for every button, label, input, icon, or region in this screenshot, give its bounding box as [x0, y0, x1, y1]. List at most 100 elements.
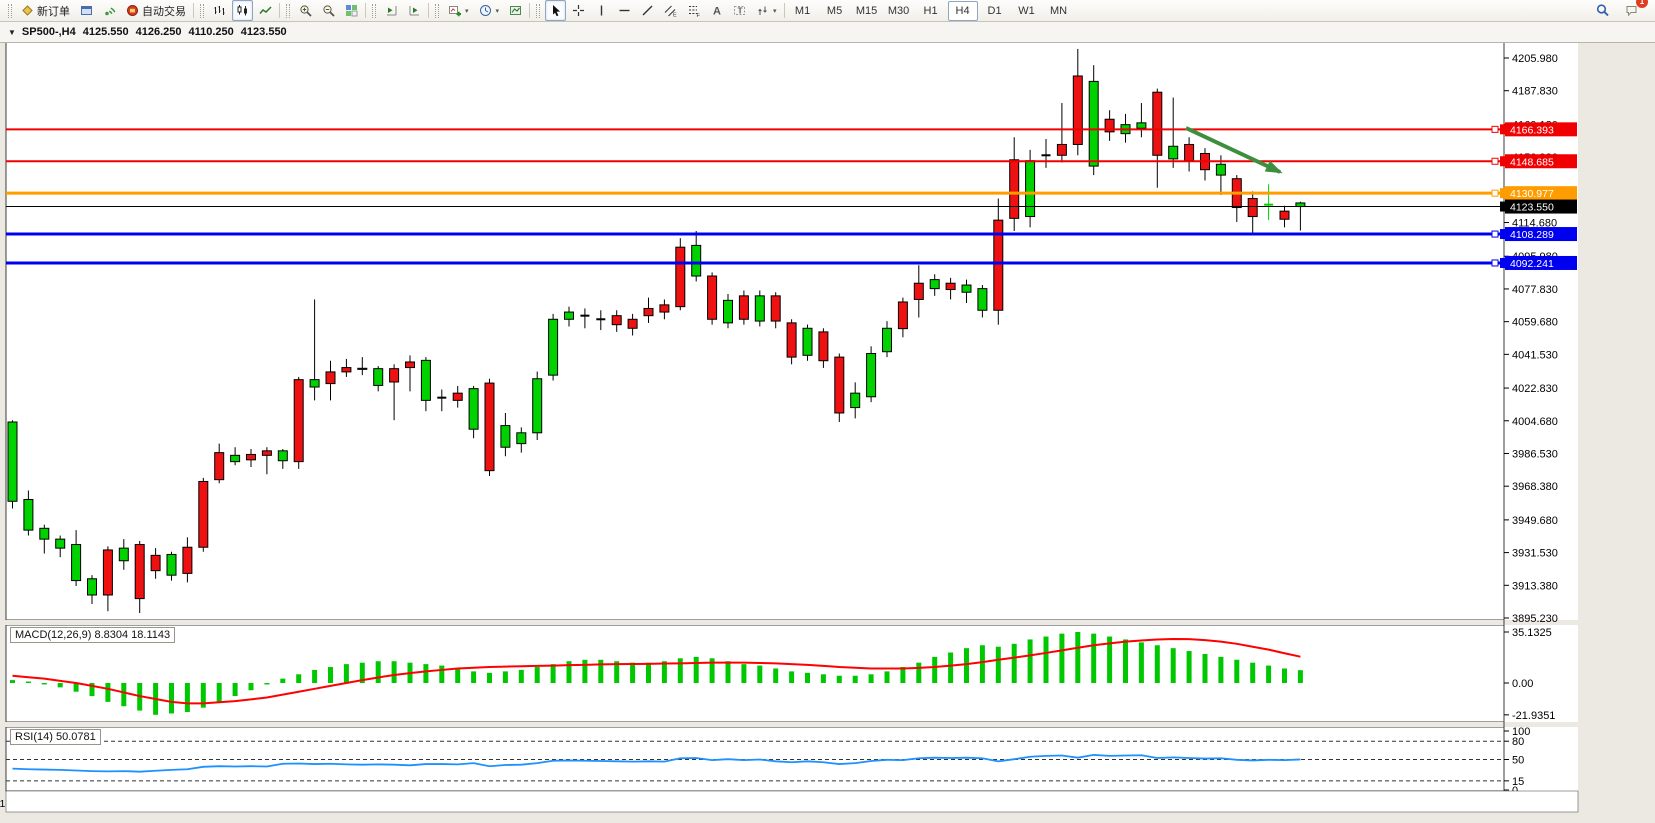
horizontal-lines-layer: [6, 125, 1504, 267]
timeframe-mn-button[interactable]: MN: [1049, 4, 1068, 17]
ohlc-close: 4123.550: [240, 26, 287, 38]
candles-chart-button[interactable]: [232, 0, 253, 21]
svg-text:4004.680: 4004.680: [1512, 416, 1558, 428]
cursor-button[interactable]: [545, 0, 567, 21]
svg-text:4022.830: 4022.830: [1512, 383, 1558, 395]
trendline-icon: [641, 4, 654, 17]
chevron-down-icon[interactable]: ▾: [465, 7, 469, 15]
svg-text:35.1325: 35.1325: [1512, 627, 1552, 639]
main-toolbar: 新订单 自动交易 ▾ ▾ E F A T ▾ M1 M5 M15 M30 H1 H4 D1 W1 MN 1: [0, 0, 1655, 22]
timeframe-m30-button[interactable]: M30: [887, 4, 910, 17]
chat-icon: [1625, 4, 1638, 17]
zoom-in-icon: [299, 4, 312, 17]
ohlc-low: 4110.250: [188, 26, 234, 38]
tile-windows-button[interactable]: [341, 0, 362, 21]
trend-arrow-annotation[interactable]: [1185, 126, 1283, 174]
horizontal-line-button[interactable]: [614, 0, 635, 21]
notifications-button[interactable]: 1: [1621, 0, 1648, 21]
arrows-button[interactable]: ▾: [752, 0, 781, 21]
toolbar-right: 1: [1591, 0, 1651, 21]
timeframe-m5-button[interactable]: M5: [826, 4, 843, 17]
timeframe-h1-button[interactable]: H1: [923, 4, 938, 17]
notification-badge: 1: [1636, 0, 1648, 8]
hline-handle[interactable]: [1491, 259, 1499, 267]
svg-text:4108.289: 4108.289: [1510, 229, 1554, 241]
periods-button[interactable]: ▾: [475, 0, 504, 21]
text-button[interactable]: A: [706, 0, 727, 21]
macd-pane[interactable]: 35.1325 0.00 -21.9351: [10, 627, 1555, 722]
toolbar-group-drawing: E F A T ▾: [544, 0, 782, 21]
zoom-out-icon: [322, 4, 335, 17]
price-axis[interactable]: 4205.9804187.8304169.1304150.9804132.830…: [1500, 53, 1577, 625]
svg-text:4092.241: 4092.241: [1510, 258, 1554, 270]
zoom-out-button[interactable]: [318, 0, 339, 21]
svg-text:E: E: [673, 13, 677, 18]
toolbar-grip[interactable]: [435, 3, 439, 18]
hline-handle[interactable]: [1491, 125, 1499, 133]
toolbar-separator: [279, 3, 280, 18]
trendline-button[interactable]: [637, 0, 658, 21]
chevron-down-icon[interactable]: ▾: [495, 7, 500, 15]
auto-trading-button[interactable]: 自动交易: [122, 0, 190, 21]
svg-text:4148.685: 4148.685: [1510, 156, 1554, 168]
signals-button[interactable]: [99, 0, 120, 21]
cursor-icon: [549, 4, 562, 17]
channel-icon: E: [664, 4, 677, 17]
chart-shift-icon: [408, 4, 421, 17]
hline-handle[interactable]: [1491, 157, 1499, 165]
collapse-icon[interactable]: ▼: [8, 27, 16, 37]
text-label-button[interactable]: T: [729, 0, 750, 21]
new-order-button[interactable]: 新订单: [17, 0, 74, 21]
svg-text:0.00: 0.00: [1512, 678, 1533, 690]
toolbar-grip[interactable]: [536, 3, 541, 18]
search-button[interactable]: [1592, 0, 1613, 21]
timeframe-h4-button[interactable]: H4: [947, 0, 978, 21]
vertical-line-button[interactable]: [591, 0, 612, 21]
timeframe-m15-button[interactable]: M15: [855, 4, 878, 17]
chevron-down-icon[interactable]: ▾: [773, 7, 777, 15]
timeframe-d1-button[interactable]: D1: [987, 4, 1002, 17]
indicators-icon: [448, 4, 461, 17]
open-chart-button[interactable]: [76, 0, 97, 21]
text-a-icon: A: [710, 4, 723, 18]
arrows-icon: [756, 4, 769, 17]
toolbar-grip[interactable]: [8, 3, 12, 18]
svg-text:3968.380: 3968.380: [1512, 481, 1558, 493]
crosshair-icon: [572, 4, 585, 17]
auto-scroll-button[interactable]: [381, 0, 402, 21]
toolbar-separator: [428, 3, 429, 18]
toolbar-group-insert: ▾ ▾: [443, 0, 527, 21]
zoom-in-button[interactable]: [295, 0, 316, 21]
svg-text:A: A: [713, 6, 721, 18]
toolbar-grip[interactable]: [200, 3, 204, 18]
magnifier-icon: [1596, 4, 1609, 17]
toolbar-grip[interactable]: [286, 3, 290, 18]
bars-chart-button[interactable]: [209, 0, 230, 21]
toolbar-group-scroll: [380, 0, 426, 21]
toolbar-grip[interactable]: [372, 3, 376, 18]
hline-handle[interactable]: [1491, 230, 1499, 238]
timeframe-w1-button[interactable]: W1: [1018, 4, 1035, 17]
autotrade-icon: [126, 4, 139, 17]
crosshair-button[interactable]: [568, 0, 589, 21]
new-order-icon: [21, 4, 34, 17]
template-icon: [509, 4, 522, 17]
equidistant-channel-button[interactable]: E: [660, 0, 681, 21]
svg-text:3949.680: 3949.680: [1512, 515, 1558, 527]
timeframe-m1-button[interactable]: M1: [794, 4, 811, 17]
svg-text:4205.980: 4205.980: [1512, 53, 1558, 65]
svg-text:50: 50: [1512, 755, 1524, 767]
svg-text:4077.830: 4077.830: [1512, 284, 1558, 296]
fibonacci-button[interactable]: F: [683, 0, 704, 21]
indicators-button[interactable]: ▾: [444, 0, 473, 21]
chart-bars-icon: [213, 4, 226, 17]
templates-button[interactable]: [505, 0, 526, 21]
chart-shift-button[interactable]: [404, 0, 425, 21]
chart-title-bar[interactable]: ▼ SP500-,H4 4125.550 4126.250 4110.250 4…: [0, 21, 1655, 43]
svg-text:4187.830: 4187.830: [1512, 86, 1558, 98]
hline-handle[interactable]: [1491, 189, 1499, 197]
line-chart-button[interactable]: [255, 0, 276, 21]
auto-scroll-icon: [385, 4, 398, 17]
